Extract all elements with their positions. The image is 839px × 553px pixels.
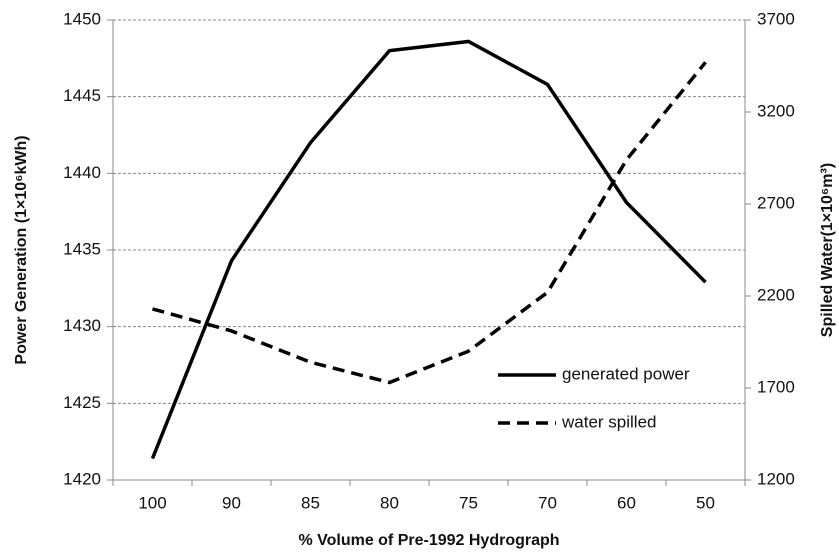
legend-label: generated power [562, 364, 690, 383]
x-tick-label: 60 [617, 493, 636, 512]
y-tick-label: 1430 [63, 316, 101, 335]
legend-label: water spilled [561, 412, 657, 431]
x-tick-label: 75 [459, 493, 478, 512]
x-axis-label: % Volume of Pre-1992 Hydrograph [298, 532, 559, 549]
y2-tick-label: 1700 [757, 377, 795, 396]
x-tick-label: 85 [301, 493, 320, 512]
y2-tick-label: 2200 [757, 285, 795, 304]
y-tick-label: 1445 [63, 86, 101, 105]
x-tick-label: 70 [538, 493, 557, 512]
y-axis-label: Power Generation (1×10⁶kWh) [13, 135, 30, 364]
series-line [152, 61, 707, 385]
y2-axis-label: Spilled Water(1×10⁶m³) [819, 163, 836, 337]
y-tick-label: 1420 [63, 469, 101, 488]
y-tick-label: 1425 [63, 393, 101, 412]
y2-tick-label: 3200 [757, 101, 795, 120]
y-tick-label: 1440 [63, 163, 101, 182]
y2-tick-label: 2700 [757, 193, 795, 212]
y-tick-label: 1450 [63, 9, 101, 28]
y2-tick-label: 3700 [757, 9, 795, 28]
y2-tick-label: 1200 [757, 469, 795, 488]
x-tick-label: 80 [380, 493, 399, 512]
x-tick-label: 90 [222, 493, 241, 512]
x-tick-label: 100 [138, 493, 166, 512]
x-tick-label: 50 [696, 493, 715, 512]
y-tick-label: 1435 [63, 239, 101, 258]
